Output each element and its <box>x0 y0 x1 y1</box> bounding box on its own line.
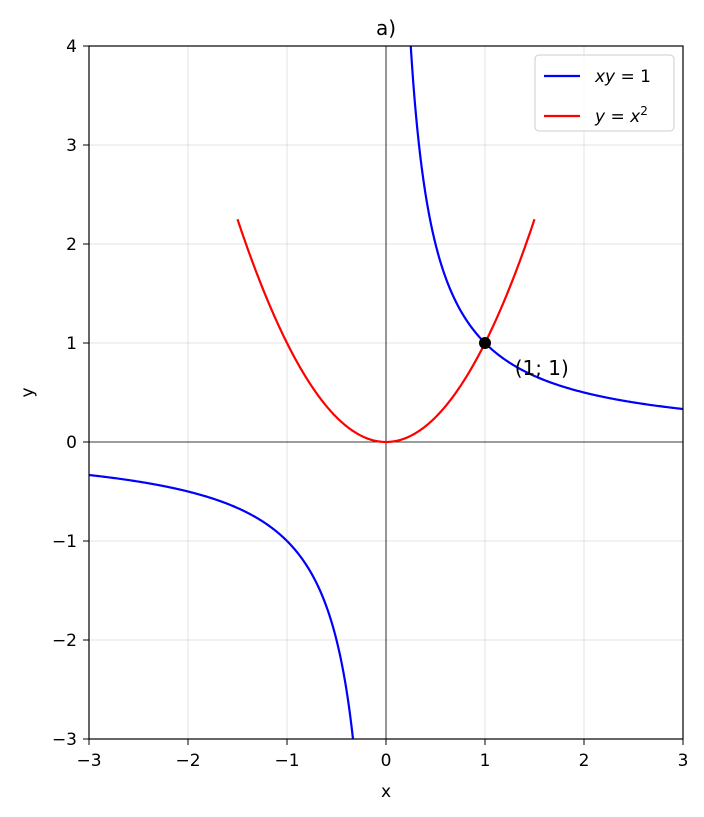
y-tick-label: 4 <box>66 37 77 57</box>
points-layer <box>479 337 491 349</box>
point-annotation: (1; 1) <box>515 356 569 380</box>
y-tick-label: 0 <box>66 433 77 453</box>
x-tick-label: 1 <box>480 751 491 771</box>
intersection-point <box>479 337 491 349</box>
x-tick-label: −3 <box>76 751 101 771</box>
ticks: −3 −2 −1 0 1 2 3 −3 −2 −1 0 1 2 3 4 <box>52 37 688 771</box>
legend-entry: y = x2 <box>594 104 648 127</box>
x-tick-label: −1 <box>274 751 299 771</box>
annotations: (1; 1) <box>515 356 569 380</box>
legend: xy = 1 y = x2 <box>534 54 675 132</box>
y-tick-label: 3 <box>66 136 77 156</box>
series-line-0-branch-0 <box>89 473 355 739</box>
legend-box <box>534 54 675 132</box>
x-tick-label: 3 <box>678 751 689 771</box>
y-axis-label: y <box>18 387 38 397</box>
y-tick-label: 2 <box>66 235 77 255</box>
x-tick-label: 2 <box>579 751 590 771</box>
x-axis-label: x <box>381 782 391 802</box>
y-tick-label: −3 <box>52 730 77 750</box>
zero-axes <box>89 46 683 739</box>
x-tick-label: −2 <box>175 751 200 771</box>
series-line-0-branch-1 <box>409 46 683 411</box>
y-tick-label: −1 <box>52 532 77 552</box>
y-tick-label: 1 <box>66 334 77 354</box>
x-tick-label: 0 <box>381 751 392 771</box>
y-tick-label: −2 <box>52 631 77 651</box>
chart-title: a) <box>376 16 396 40</box>
legend-entry: xy = 1 <box>594 67 651 87</box>
